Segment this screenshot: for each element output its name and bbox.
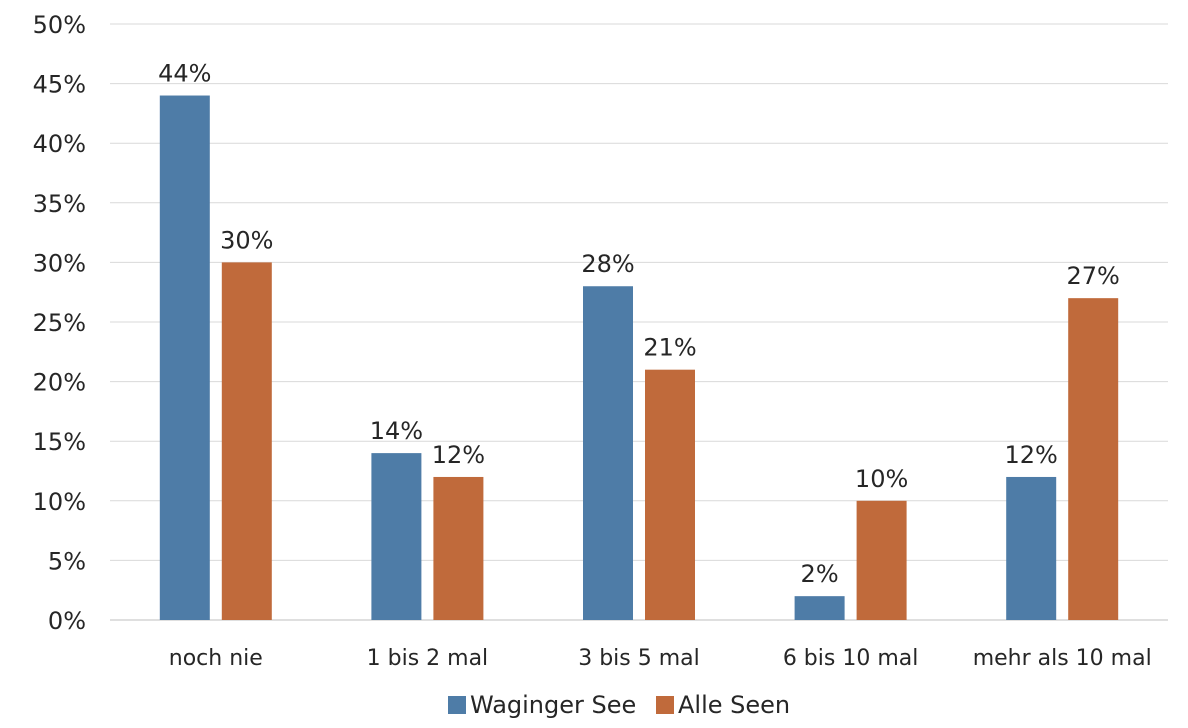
- x-category-label: 3 bis 5 mal: [578, 646, 700, 671]
- data-label: 12%: [432, 441, 485, 469]
- x-axis-categories: noch nie 1 bis 2 mal 3 bis 5 mal 6 bis 10 m…: [169, 646, 1152, 671]
- bar: [159, 95, 210, 620]
- x-category-label: noch nie: [169, 646, 263, 671]
- y-tick-label: 15%: [33, 428, 86, 456]
- y-tick-label: 0%: [48, 607, 86, 635]
- data-label: 44%: [158, 60, 211, 88]
- y-tick-label: 45%: [33, 71, 86, 99]
- bar: [645, 369, 695, 620]
- data-label: 21%: [643, 334, 696, 362]
- y-tick-label: 20%: [33, 369, 86, 397]
- y-tick-label: 30%: [33, 249, 86, 277]
- data-label: 27%: [1067, 262, 1120, 290]
- bar: [583, 286, 633, 620]
- y-tick-label: 35%: [33, 190, 86, 218]
- bar: [856, 500, 907, 620]
- data-label: 30%: [220, 226, 273, 254]
- bars: [159, 95, 1119, 620]
- y-tick-label: 50%: [33, 11, 86, 39]
- y-tick-label: 40%: [33, 130, 86, 158]
- data-label: 12%: [1005, 441, 1058, 469]
- y-tick-label: 5%: [48, 547, 86, 575]
- y-tick-label: 25%: [33, 309, 86, 337]
- legend-label: Waginger See: [470, 691, 636, 719]
- bar: [371, 453, 422, 620]
- bar: [433, 476, 484, 620]
- bar: [794, 596, 845, 620]
- x-category-label: 6 bis 10 mal: [783, 646, 919, 671]
- data-label: 28%: [581, 250, 634, 278]
- data-label: 14%: [370, 417, 423, 445]
- legend-label: Alle Seen: [678, 691, 790, 719]
- data-label: 10%: [855, 465, 908, 493]
- bar: [1068, 298, 1119, 620]
- gridlines: [110, 23, 1168, 621]
- bar: [1006, 476, 1057, 620]
- x-category-label: mehr als 10 mal: [973, 646, 1152, 671]
- y-tick-label: 10%: [33, 488, 86, 516]
- data-labels: 44% 30% 14% 12% 28% 21% 2% 10% 12% 27%: [158, 60, 1120, 589]
- data-label: 2%: [801, 560, 839, 588]
- legend-swatch: [656, 696, 674, 714]
- legend-swatch: [448, 696, 466, 714]
- bar: [221, 262, 272, 620]
- x-category-label: 1 bis 2 mal: [367, 646, 489, 671]
- y-axis-ticks: 0% 5% 10% 15% 20% 25% 30% 35% 40% 45% 50%: [33, 11, 86, 635]
- legend: Waginger See Alle Seen: [448, 691, 790, 719]
